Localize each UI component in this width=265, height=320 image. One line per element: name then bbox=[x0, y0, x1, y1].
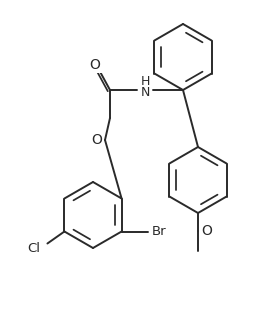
Text: Br: Br bbox=[152, 225, 166, 238]
Text: H
N: H N bbox=[140, 75, 150, 99]
Text: O: O bbox=[90, 58, 100, 72]
Text: O: O bbox=[202, 224, 213, 238]
Text: O: O bbox=[92, 133, 103, 147]
Text: Cl: Cl bbox=[27, 242, 41, 255]
